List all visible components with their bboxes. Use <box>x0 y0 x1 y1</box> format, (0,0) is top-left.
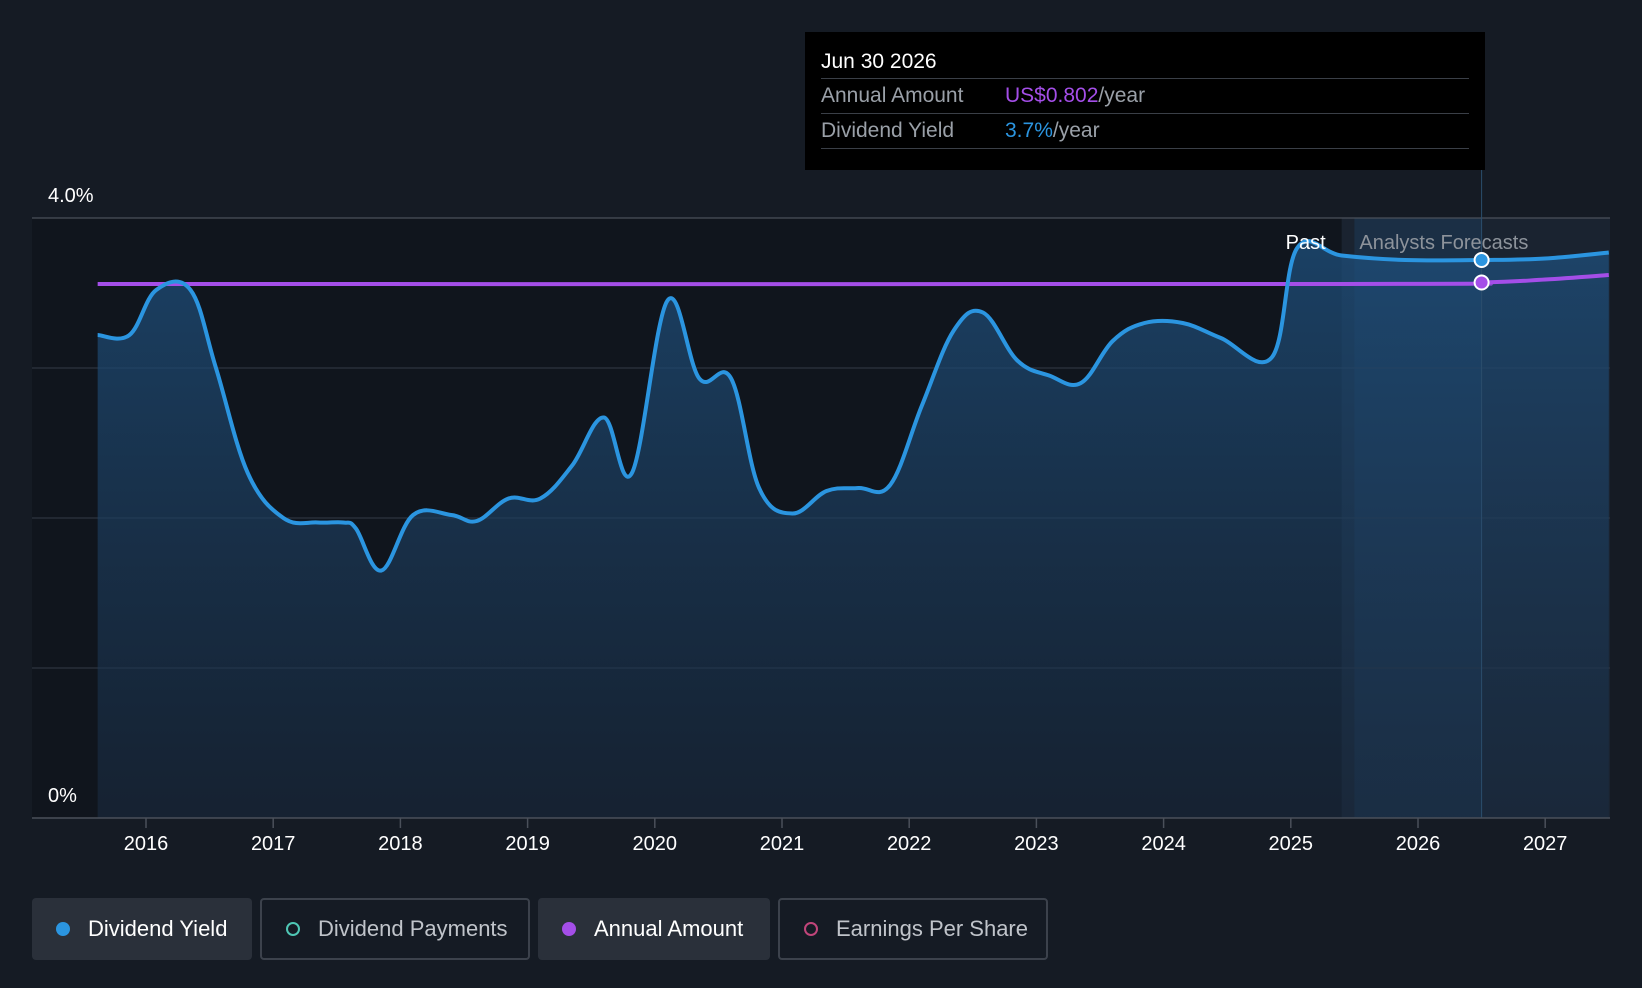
y-tick-label: 0% <box>48 785 77 807</box>
dividend-yield-line <box>97 239 1609 573</box>
legend-ring-icon <box>804 922 818 936</box>
legend-label: Earnings Per Share <box>836 916 1028 941</box>
dividend-yield-area <box>97 241 1609 818</box>
x-tick-label: 2027 <box>1523 833 1568 855</box>
x-tick-label: 2019 <box>505 833 550 855</box>
x-tick-label: 2016 <box>124 833 169 855</box>
tooltip-unit: /year <box>1098 84 1146 107</box>
x-tick-label: 2017 <box>251 833 296 855</box>
tooltip-row-dividend-yield: Dividend Yield 3.7% /year <box>821 113 1469 149</box>
x-tick-label: 2021 <box>760 833 805 855</box>
legend-label: Annual Amount <box>594 916 744 941</box>
tooltip-label: Dividend Yield <box>821 119 955 142</box>
dividend-yield-marker <box>1473 252 1490 268</box>
x-tick-label: 2020 <box>633 833 678 855</box>
forecast-label: Analysts Forecasts <box>1359 232 1528 254</box>
x-axis-ticks: 2016 2017 2018 2019 2020 2021 2022 2023 2024 2025… <box>124 818 1568 855</box>
legend-label: Dividend Yield <box>88 916 228 941</box>
x-tick-label: 2022 <box>887 833 932 855</box>
legend-dividend-yield[interactable]: Dividend Yield <box>32 898 252 960</box>
legend-label: Dividend Payments <box>318 916 508 941</box>
legend-dividend-payments[interactable]: Dividend Payments <box>260 898 530 960</box>
tooltip-unit: /year <box>1052 119 1100 142</box>
x-tick-label: 2025 <box>1269 833 1314 855</box>
annual-amount-marker <box>1473 274 1490 291</box>
tooltip-row-annual-amount: Annual Amount US$0.802 /year <box>821 78 1469 113</box>
legend-annual-amount[interactable]: Annual Amount <box>538 898 770 960</box>
tooltip: Jun 30 2026 Annual Amount US$0.802 /year… <box>805 32 1485 170</box>
tooltip-date: Jun 30 2026 <box>821 50 937 73</box>
y-axis-labels: 4.0% 0% <box>48 185 94 807</box>
legend-dot-icon <box>562 922 576 936</box>
x-tick-label: 2018 <box>378 833 423 855</box>
x-tick-label: 2024 <box>1141 833 1186 855</box>
tooltip-value: US$0.802 <box>1005 84 1099 107</box>
past-label: Past <box>1286 232 1326 254</box>
legend-earnings-per-share[interactable]: Earnings Per Share <box>778 898 1048 960</box>
tooltip-label: Annual Amount <box>821 84 964 107</box>
y-tick-label: 4.0% <box>48 185 94 207</box>
x-tick-label: 2026 <box>1396 833 1441 855</box>
annual-amount-line <box>97 273 1609 287</box>
tooltip-value: 3.7% <box>1005 119 1053 142</box>
legend-dot-icon <box>56 922 70 936</box>
x-tick-label: 2023 <box>1014 833 1059 855</box>
legend-ring-icon <box>286 922 300 936</box>
